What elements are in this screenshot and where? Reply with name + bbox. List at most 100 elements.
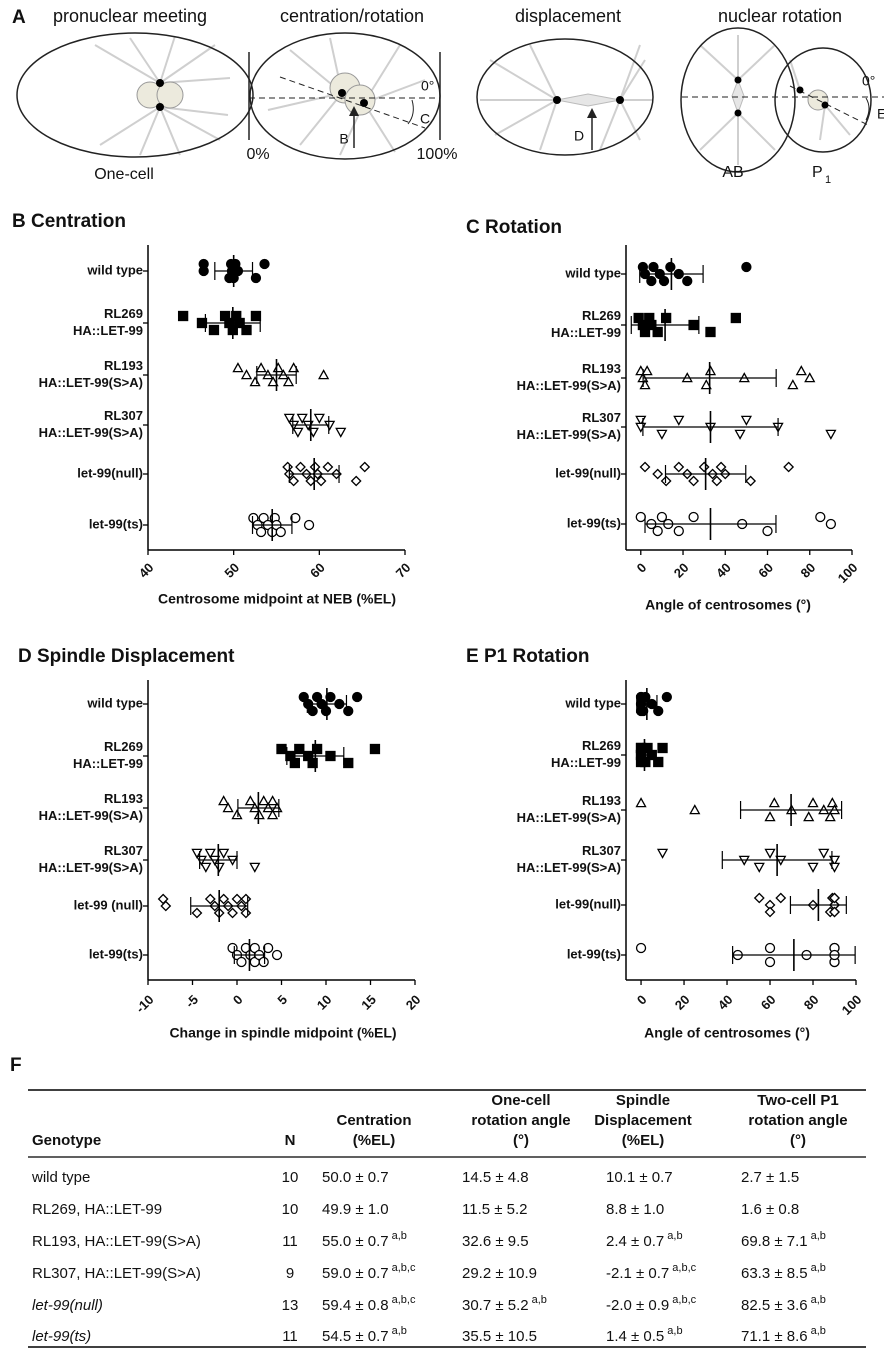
column-header: (°)	[513, 1132, 529, 1149]
point	[784, 463, 793, 472]
point	[755, 863, 764, 871]
measure-label: D	[574, 128, 584, 144]
point	[662, 314, 671, 323]
stage-title: nuclear rotation	[718, 6, 842, 26]
point	[674, 463, 683, 472]
significance-superscript: a,b,c	[672, 1262, 696, 1274]
category-label: let-99(ts)	[567, 946, 621, 961]
genotype-cell: RL269, HA::LET-99	[32, 1201, 162, 1218]
point	[660, 277, 669, 286]
category-label: HA::LET-99(S>A)	[39, 860, 143, 875]
point	[201, 863, 210, 871]
category-label: HA::LET-99	[551, 325, 621, 340]
point	[260, 260, 269, 269]
n-cell: 13	[282, 1297, 299, 1314]
x-tick-label: 80	[801, 992, 822, 1013]
point	[268, 797, 277, 805]
point	[276, 528, 285, 537]
point	[336, 428, 345, 436]
category-label: RL307	[104, 408, 143, 423]
value-cell: 55.0 ± 0.7	[322, 1233, 389, 1250]
point	[742, 263, 751, 272]
x-tick-label: -10	[133, 992, 157, 1016]
n-cell: 10	[282, 1201, 299, 1218]
point	[192, 909, 201, 918]
x-tick-label: 60	[755, 560, 776, 581]
panel-a: A pronuclear meeting centration/rotation…	[12, 6, 884, 186]
point	[209, 326, 218, 335]
point	[766, 944, 775, 953]
point	[700, 463, 709, 472]
x-tick-label: 10	[314, 992, 335, 1013]
value-cell: 1.6 ± 0.8	[741, 1201, 799, 1218]
rays	[480, 45, 652, 150]
n-cell: 11	[282, 1233, 298, 1250]
point	[233, 811, 242, 819]
x-tick-label: 5	[274, 992, 290, 1008]
n-cell: 9	[286, 1265, 294, 1282]
point	[809, 799, 818, 807]
significance-superscript: a,b,c	[392, 1294, 416, 1306]
point	[654, 707, 663, 716]
x-tick-label: 20	[403, 992, 424, 1013]
significance-superscript: a,b	[667, 1230, 682, 1242]
point	[315, 414, 324, 422]
point	[742, 416, 751, 424]
point	[706, 367, 715, 375]
point	[637, 944, 646, 953]
value-cell: -2.0 ± 0.9	[606, 1297, 669, 1314]
point	[250, 863, 259, 871]
point	[313, 745, 322, 754]
point	[242, 371, 251, 379]
point	[251, 378, 260, 386]
point	[826, 520, 835, 529]
chart: B Centration40506070Centrosome midpoint …	[12, 211, 414, 607]
category-label: HA::LET-99(S>A)	[517, 427, 621, 442]
value-cell: 11.5 ± 5.2	[462, 1201, 528, 1218]
category-label: let-99(null)	[555, 465, 621, 480]
point	[308, 707, 317, 716]
value-cell: 2.7 ± 1.5	[741, 1169, 799, 1186]
value-cell: 71.1 ± 8.6	[741, 1328, 808, 1345]
point	[219, 849, 228, 857]
category-label: HA::LET-99(S>A)	[517, 860, 621, 875]
x-tick-label: 0	[230, 992, 246, 1008]
point	[219, 797, 228, 805]
category-label: HA::LET-99(S>A)	[517, 810, 621, 825]
significance-superscript: a,b	[811, 1262, 826, 1274]
point	[293, 428, 302, 436]
column-header: (%EL)	[353, 1132, 396, 1149]
value-cell: 69.8 ± 7.1	[741, 1233, 808, 1250]
point	[322, 707, 331, 716]
column-header: Two-cell P1	[757, 1092, 838, 1109]
point	[237, 958, 246, 967]
point	[296, 463, 305, 472]
column-header: Displacement	[594, 1112, 692, 1129]
significance-superscript: a,b	[811, 1325, 826, 1337]
category-label: wild type	[86, 695, 143, 710]
x-tick-label: 40	[715, 992, 736, 1013]
category-label: RL269	[582, 738, 621, 753]
stage-title: displacement	[515, 6, 621, 26]
category-label: let-99(ts)	[89, 946, 143, 961]
point	[683, 277, 692, 286]
category-label: HA::LET-99(S>A)	[39, 808, 143, 823]
point	[242, 326, 251, 335]
point	[689, 477, 698, 486]
point	[797, 367, 806, 375]
panel-label: F	[10, 1055, 22, 1076]
point	[352, 477, 361, 486]
column-header: One-cell	[491, 1092, 550, 1109]
category-label: RL193	[582, 793, 621, 808]
value-cell: 2.4 ± 0.7	[606, 1233, 664, 1250]
value-cell: 35.5 ± 10.5	[462, 1328, 537, 1345]
measure-label: C	[420, 111, 430, 127]
cell-label: One-cell	[94, 166, 154, 183]
point	[360, 463, 369, 472]
column-header: Genotype	[32, 1132, 101, 1149]
category-label: HA::LET-99(S>A)	[517, 378, 621, 393]
point	[274, 364, 283, 372]
category-label: RL193	[104, 791, 143, 806]
point	[319, 371, 328, 379]
